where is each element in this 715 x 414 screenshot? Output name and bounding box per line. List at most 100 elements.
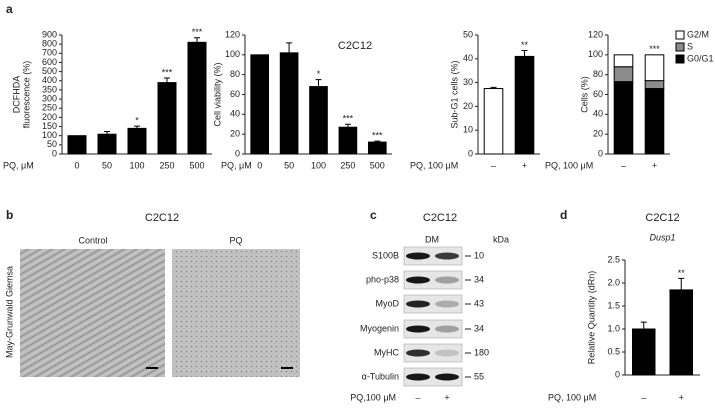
y-tick-label: 80	[230, 69, 240, 79]
y-tick-label: 20	[463, 101, 473, 111]
kda-label: 55	[474, 371, 484, 381]
panel-label: b	[6, 208, 13, 222]
lane-label: +	[444, 392, 449, 402]
bar	[367, 141, 387, 155]
error-bar	[374, 140, 381, 143]
y-axis-label: fluorescence (%)	[21, 61, 31, 129]
band	[435, 300, 459, 308]
y-tick-label: 120	[588, 29, 603, 39]
image-label: Control	[78, 235, 107, 245]
y-tick-label: 50	[463, 29, 473, 39]
x-tick-label: 250	[159, 160, 174, 170]
band	[406, 373, 430, 381]
blot-strip	[403, 343, 463, 363]
significance: **	[521, 40, 529, 50]
kda-label: 34	[474, 274, 484, 284]
panel-label: c	[370, 208, 377, 222]
bar	[644, 54, 665, 82]
y-tick-label: 150	[42, 121, 57, 131]
unit-label: kDa	[493, 234, 509, 244]
x-tick-label: 500	[370, 160, 385, 170]
x-axis-label: PQ, 100 μM	[410, 160, 458, 170]
bar	[483, 88, 504, 155]
band	[435, 276, 459, 284]
chart-subtitle: Dusp1	[649, 232, 675, 242]
y-tick-label: 30	[463, 77, 473, 87]
y-tick-label: 1.5	[607, 300, 620, 310]
panel-title: C2C12	[423, 212, 457, 224]
y-tick-label: 900	[42, 29, 57, 39]
x-axis-label: PQ, μM	[221, 160, 252, 170]
band	[406, 276, 430, 284]
y-tick-label: 350	[42, 84, 57, 94]
y-tick-label: 0	[468, 148, 473, 158]
significance: *	[317, 69, 321, 79]
kda-label: 34	[474, 323, 484, 333]
protein-label: MyHC	[374, 347, 399, 357]
error-bar	[104, 130, 110, 135]
x-tick-label: 50	[102, 160, 112, 170]
blot-strip	[403, 294, 463, 314]
y-axis-label: DCFHDA	[11, 76, 21, 114]
image-label: PQ	[229, 235, 242, 245]
y-tick-label: 500	[42, 66, 57, 76]
band	[435, 325, 459, 333]
x-axis-label: PQ, 100 μM	[548, 392, 596, 402]
x-tick-label: –	[491, 160, 496, 170]
y-tick-label: 40	[230, 109, 240, 119]
y-tick-label: 0	[598, 148, 603, 158]
error-bar	[315, 79, 322, 87]
kda-label: 10	[474, 250, 484, 260]
chart-title: C2C12	[645, 212, 679, 224]
error-bar	[344, 123, 351, 128]
blot-strip	[403, 367, 463, 387]
x-axis-label: PQ, 100 μM	[545, 160, 593, 170]
lane-label: –	[415, 392, 420, 402]
y-tick-label: 40	[593, 109, 603, 119]
y-axis-label: Cells (%)	[579, 76, 589, 113]
y-tick-label: 2.5	[607, 254, 620, 264]
significance: ***	[372, 130, 383, 140]
y-axis-label: Cell viability (%)	[212, 62, 222, 126]
x-tick-label: +	[679, 392, 684, 402]
blot-strip	[403, 319, 463, 339]
panel-title: C2C12	[145, 212, 179, 224]
legend-swatch	[675, 30, 685, 40]
western-blot: S100B 10 pho-p38 34 MyoD 43 Myogenin 34 MyHC 180 α…	[360, 246, 489, 387]
y-tick-label: 100	[42, 130, 57, 140]
y-tick-label: 250	[42, 103, 57, 113]
band	[435, 252, 459, 260]
kda-label: 180	[474, 347, 489, 357]
error-bar	[194, 37, 200, 43]
significance: ***	[343, 114, 354, 124]
bar	[632, 328, 656, 376]
y-tick-label: 0	[52, 148, 57, 158]
bar	[644, 88, 665, 155]
bar	[250, 54, 270, 155]
charts: 050100150200250300350400500600700800900D…	[3, 27, 714, 402]
y-tick-label: 200	[42, 112, 57, 122]
x-tick-label: –	[641, 392, 646, 402]
legend-swatch	[675, 42, 685, 52]
bar	[279, 52, 299, 155]
band	[406, 325, 430, 333]
y-tick-label: 10	[463, 125, 473, 135]
band	[435, 349, 459, 357]
legend-swatch	[675, 54, 685, 64]
y-tick-label: 120	[225, 29, 240, 39]
panel-label: d	[560, 208, 567, 222]
x-tick-label: 100	[311, 160, 326, 170]
y-tick-label: 0	[235, 148, 240, 158]
bar	[127, 127, 147, 155]
y-axis-label: Relative Quantity (dRn)	[586, 271, 596, 365]
bar	[97, 133, 117, 155]
x-tick-label: 500	[189, 160, 204, 170]
error-bar	[678, 277, 685, 290]
micrograph	[172, 249, 300, 377]
bar	[187, 41, 207, 155]
significance: ***	[162, 67, 173, 77]
y-tick-label: 300	[42, 93, 57, 103]
x-tick-label: +	[522, 160, 527, 170]
bar	[338, 126, 358, 155]
y-tick-label: 50	[47, 139, 57, 149]
